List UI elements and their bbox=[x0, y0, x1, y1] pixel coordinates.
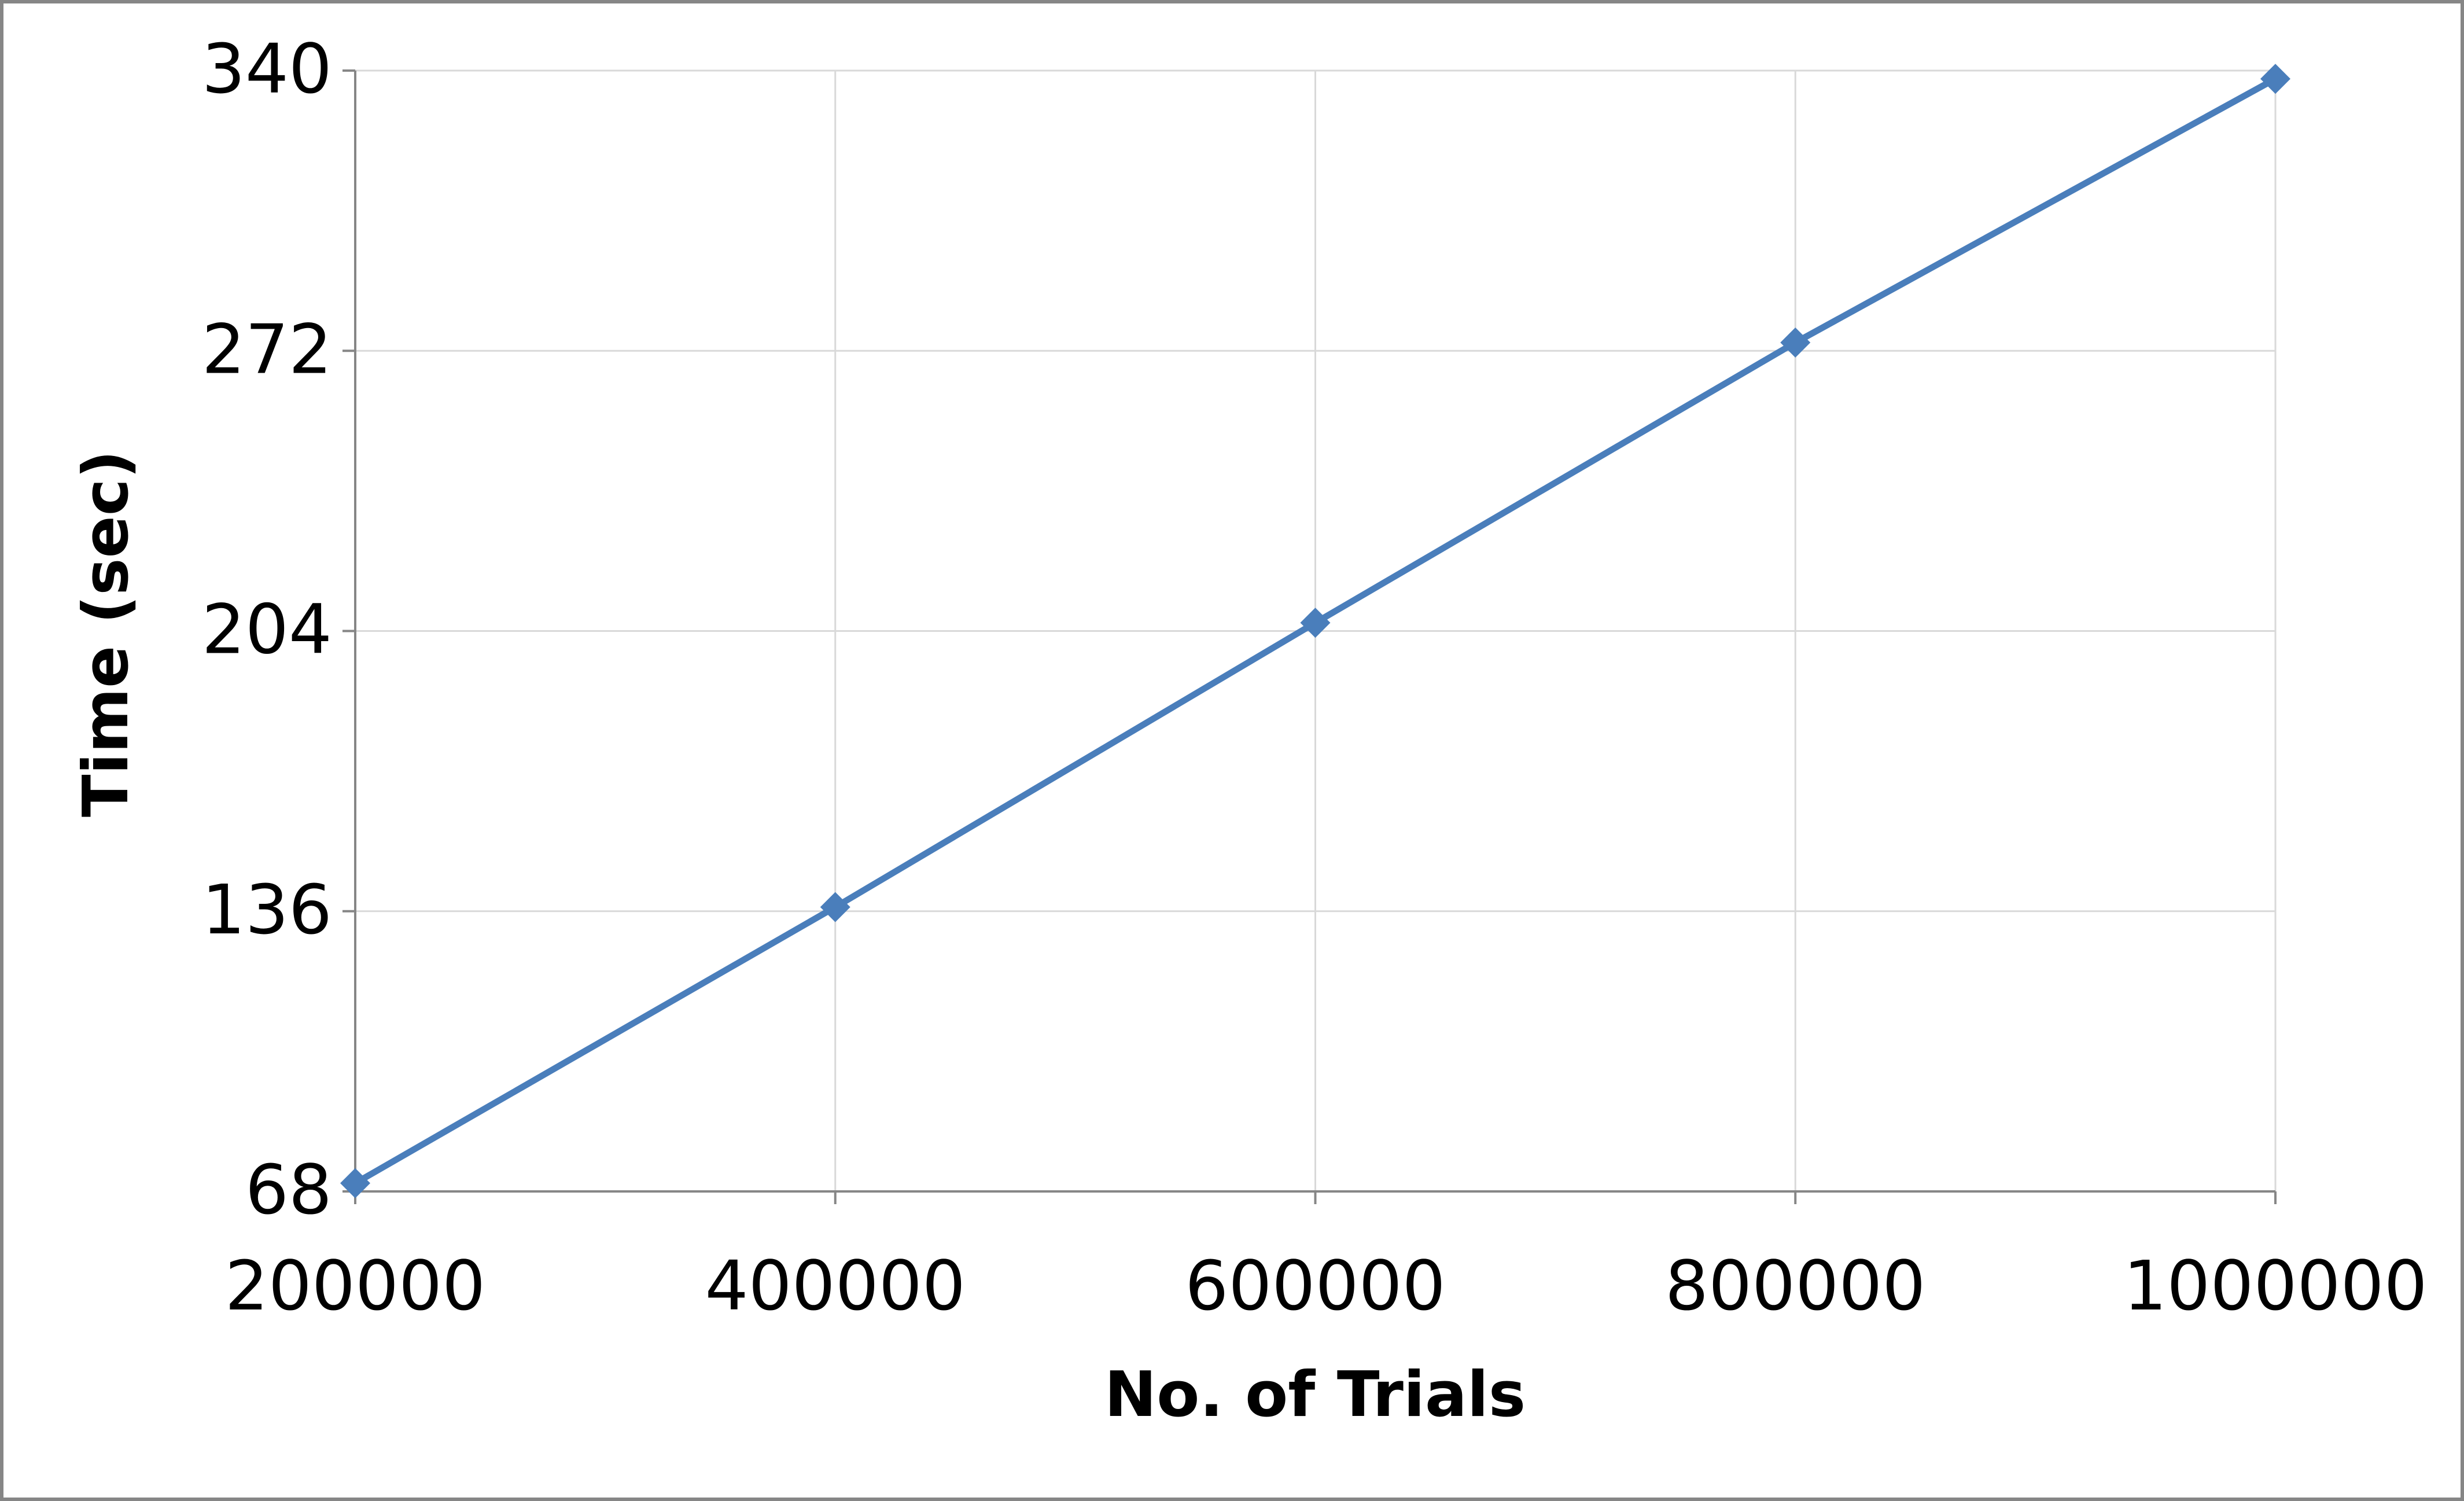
data-point bbox=[340, 1168, 370, 1198]
y-tick-label: 204 bbox=[202, 590, 332, 669]
y-tick-label: 136 bbox=[202, 870, 332, 950]
x-tick-label: 600000 bbox=[1185, 1246, 1445, 1326]
x-tick-label: 200000 bbox=[225, 1246, 485, 1326]
y-tick-label: 272 bbox=[202, 309, 332, 389]
data-point bbox=[820, 892, 850, 922]
data-point bbox=[2260, 64, 2290, 94]
y-tick-label: 340 bbox=[202, 29, 332, 109]
x-tick-label: 1000000 bbox=[2123, 1246, 2428, 1326]
data-point bbox=[1780, 328, 1811, 358]
x-tick-label: 800000 bbox=[1665, 1246, 1925, 1326]
data-point bbox=[1300, 608, 1331, 638]
x-tick-label: 400000 bbox=[705, 1246, 966, 1326]
y-axis-title: Time (sec) bbox=[70, 450, 142, 817]
y-tick-label: 68 bbox=[245, 1150, 332, 1230]
x-axis-title: No. of Trials bbox=[1104, 1359, 1526, 1431]
